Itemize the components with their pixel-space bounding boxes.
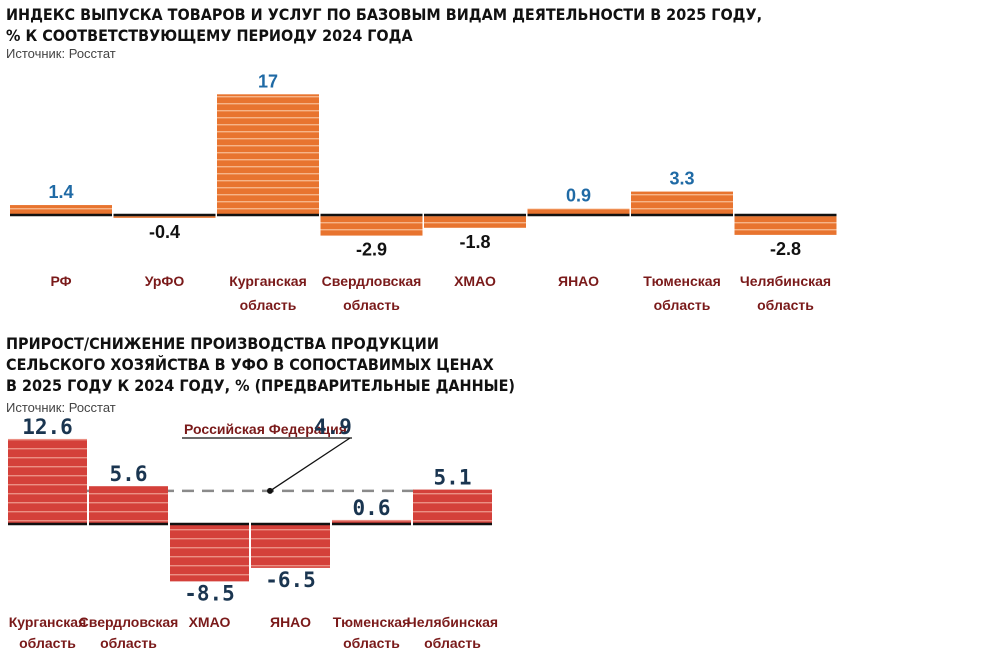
chart2-value-label: 0.6 bbox=[353, 496, 391, 520]
chart2-bar bbox=[332, 519, 411, 524]
chart2-bar bbox=[413, 489, 492, 524]
chart1-value-label: 1.4 bbox=[48, 182, 73, 202]
chart2-value-label: 5.1 bbox=[434, 466, 472, 490]
chart2-category-label: область bbox=[343, 635, 400, 651]
chart2-title-line-3: В 2025 ГОДУ К 2024 ГОДУ, % (ПРЕДВАРИТЕЛЬ… bbox=[6, 376, 515, 395]
chart2-category-label: область bbox=[424, 635, 481, 651]
chart2-value-label: 12.6 bbox=[22, 415, 73, 439]
chart1-value-label: 3.3 bbox=[669, 169, 694, 189]
chart1-category-label: ЯНАО bbox=[558, 273, 599, 289]
reference-line-value: 4.9 bbox=[314, 415, 352, 439]
chart1-bar bbox=[424, 215, 526, 228]
chart2-value-label: -8.5 bbox=[184, 581, 235, 605]
chart1-bar bbox=[10, 205, 112, 215]
chart1-category-label: ХМАО bbox=[454, 273, 496, 289]
chart2-category-label: Курганская bbox=[9, 614, 87, 630]
chart1-source: Источник: Росстат bbox=[6, 46, 116, 61]
chart1-category-label: Тюменская bbox=[643, 273, 721, 289]
chart2-value-label: 5.6 bbox=[110, 462, 148, 486]
chart2-source: Источник: Росстат bbox=[6, 400, 116, 415]
chart2-category-label: Свердловская bbox=[79, 614, 179, 630]
chart1-plot: 1.4 РФ -0.4 УрФО 17 Курганская область -2.9 Свер… bbox=[10, 71, 837, 313]
chart1-category-label: область bbox=[240, 297, 297, 313]
chart1-value-label: 0.9 bbox=[566, 186, 591, 206]
chart2-bar bbox=[8, 438, 87, 524]
chart1-category-label: РФ bbox=[50, 273, 71, 289]
chart2-plot: 12.6Курганскаяобласть5.6Свердловскаяобла… bbox=[8, 415, 498, 651]
chart2-title-line-1: ПРИРОСТ/СНИЖЕНИЕ ПРОИЗВОДСТВА ПРОДУКЦИИ bbox=[6, 334, 439, 353]
chart1-title-line-1: ИНДЕКС ВЫПУСКА ТОВАРОВ И УСЛУГ ПО БАЗОВЫ… bbox=[6, 5, 763, 24]
chart1-bar bbox=[320, 215, 423, 236]
chart1-value-label: 17 bbox=[258, 71, 278, 91]
chart1-category-label: Челябинская bbox=[740, 273, 831, 289]
chart1-bar bbox=[631, 191, 733, 215]
chart2-category-label: ЯНАО bbox=[270, 614, 311, 630]
chart2-bar bbox=[170, 524, 249, 582]
chart1-bar bbox=[113, 215, 216, 218]
chart1-title-line-2: % К СООТВЕТСТВУЮЩЕМУ ПЕРИОДУ 2024 ГОДА bbox=[6, 26, 413, 45]
chart2-category-label: ХМАО bbox=[189, 614, 231, 630]
reference-line-label: Российская Федерация bbox=[184, 421, 347, 437]
chart1-title: ИНДЕКС ВЫПУСКА ТОВАРОВ И УСЛУГ ПО БАЗОВЫ… bbox=[6, 4, 762, 46]
chart2-title-line-2: СЕЛЬСКОГО ХОЗЯЙСТВА В УФО В СОПОСТАВИМЫХ… bbox=[6, 355, 494, 374]
chart2-bar bbox=[89, 486, 168, 524]
chart2-category-label: область bbox=[100, 635, 157, 651]
chart1-value-label: -2.8 bbox=[770, 239, 801, 259]
chart2-bar bbox=[251, 524, 330, 568]
chart1-bar bbox=[734, 215, 837, 235]
chart2-title: ПРИРОСТ/СНИЖЕНИЕ ПРОИЗВОДСТВА ПРОДУКЦИИ … bbox=[6, 333, 515, 396]
chart2-category-label: область bbox=[19, 635, 76, 651]
chart1-value-label: -1.8 bbox=[459, 232, 490, 252]
chart1-category-label: Курганская bbox=[229, 273, 307, 289]
chart1-bar bbox=[527, 208, 630, 215]
chart1-value-label: -0.4 bbox=[149, 222, 180, 242]
chart2-category-label: Тюменская bbox=[333, 614, 411, 630]
reference-pointer bbox=[269, 437, 351, 492]
chart1-category-label: область bbox=[654, 297, 711, 313]
chart1-bar bbox=[217, 94, 319, 215]
chart1-category-label: УрФО bbox=[145, 273, 185, 289]
chart1-value-label: -2.9 bbox=[356, 240, 387, 260]
chart2-category-label: Челябинская bbox=[407, 614, 498, 630]
chart1-category-label: Свердловская bbox=[322, 273, 422, 289]
chart2-value-label: -6.5 bbox=[265, 568, 316, 592]
chart1-category-label: область bbox=[757, 297, 814, 313]
chart1-category-label: область bbox=[343, 297, 400, 313]
